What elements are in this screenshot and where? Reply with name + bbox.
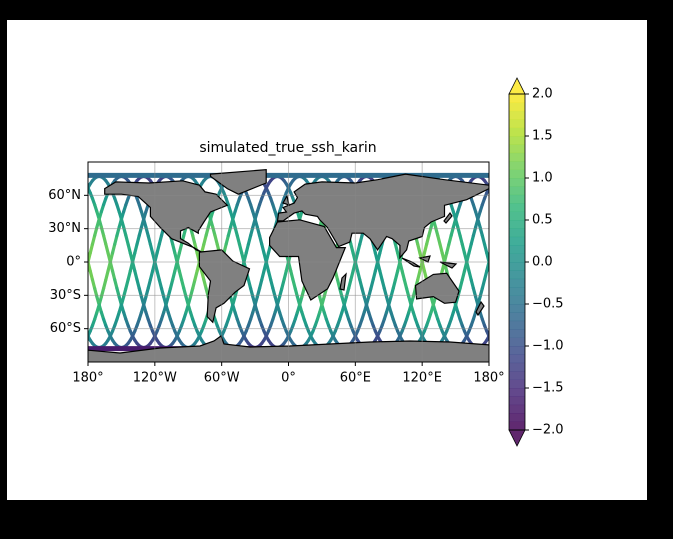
y-tick-label: 60°S — [50, 321, 81, 336]
indonesia — [401, 255, 458, 269]
colorbar-level — [509, 371, 525, 380]
colorbar-tick-label: −2.0 — [532, 423, 564, 438]
colorbar-level — [509, 320, 525, 330]
colorbar-tick-label: 0.5 — [532, 213, 553, 228]
north-america — [104, 180, 229, 253]
y-tick-label: 60°N — [48, 188, 81, 203]
colorbar-level — [509, 354, 525, 364]
colorbar-level — [509, 404, 525, 414]
colorbar-level — [509, 203, 525, 212]
x-tick-label: 60°E — [340, 371, 371, 386]
x-tick-label: 60°W — [204, 371, 240, 386]
x-tick-label: 120°W — [133, 371, 177, 386]
colorbar-level — [509, 94, 525, 103]
colorbar-level — [509, 245, 525, 254]
colorbar-tick-label: −1.0 — [532, 339, 564, 354]
colorbar-level — [509, 194, 525, 204]
y-tick-label: 30°S — [50, 288, 81, 303]
colorbar-level — [509, 161, 525, 170]
japan — [443, 211, 453, 224]
colorbar-level — [509, 220, 525, 229]
colorbar-level — [509, 413, 525, 422]
colorbar: 2.0 1.5 1.0 0.5 0.0 −0.5 −1.0 −1.5 −2.0 — [508, 77, 564, 447]
colorbar-tick-label: 2.0 — [532, 87, 553, 102]
colorbar-level — [509, 119, 525, 128]
colorbar-level — [509, 228, 525, 238]
y-tick-label: 30°N — [48, 221, 81, 236]
map-title: simulated_true_ssh_karin — [199, 140, 376, 156]
colorbar-level — [509, 295, 525, 305]
colorbar-level — [509, 312, 525, 322]
x-tick-label: 0° — [281, 371, 296, 386]
greenland — [209, 169, 267, 195]
colorbar-level — [509, 337, 525, 347]
madagascar — [339, 272, 347, 291]
x-tick-label: 120°E — [402, 371, 442, 386]
colorbar-level — [509, 152, 525, 162]
x-tick-label: 180° — [72, 371, 103, 386]
colorbar-tick-label: 0.0 — [532, 255, 553, 270]
colorbar-level — [509, 421, 525, 431]
colorbar-level — [509, 186, 525, 196]
colorbar-level — [509, 110, 525, 120]
y-tick-label: 0° — [66, 255, 81, 270]
colorbar-tick-label: −0.5 — [532, 297, 564, 312]
colorbar-level — [509, 287, 525, 296]
colorbar-level — [509, 253, 525, 263]
colorbar-tick-label: 1.5 — [532, 129, 553, 144]
colorbar-level — [509, 278, 525, 288]
colorbar-level — [509, 270, 525, 280]
colorbar-level — [509, 236, 525, 246]
colorbar-level — [509, 346, 525, 355]
colorbar-level — [509, 211, 525, 221]
new-zealand — [475, 300, 485, 317]
colorbar-level — [509, 127, 525, 137]
colorbar-level — [509, 136, 525, 145]
colorbar-level — [509, 379, 525, 389]
colorbar-level — [509, 169, 525, 179]
colorbar-level — [509, 102, 525, 112]
colorbar-tick-label: 1.0 — [532, 171, 553, 186]
colorbar-level — [509, 178, 525, 187]
colorbar-level — [509, 362, 525, 372]
colorbar-level — [509, 304, 525, 313]
colorbar-level — [509, 388, 525, 397]
colorbar-tick-label: −1.5 — [532, 381, 564, 396]
colorbar-level — [509, 144, 525, 154]
colorbar-level — [509, 396, 525, 406]
x-tick-label: 180° — [473, 371, 504, 386]
colorbar-level — [509, 329, 525, 338]
colorbar-level — [509, 262, 525, 271]
